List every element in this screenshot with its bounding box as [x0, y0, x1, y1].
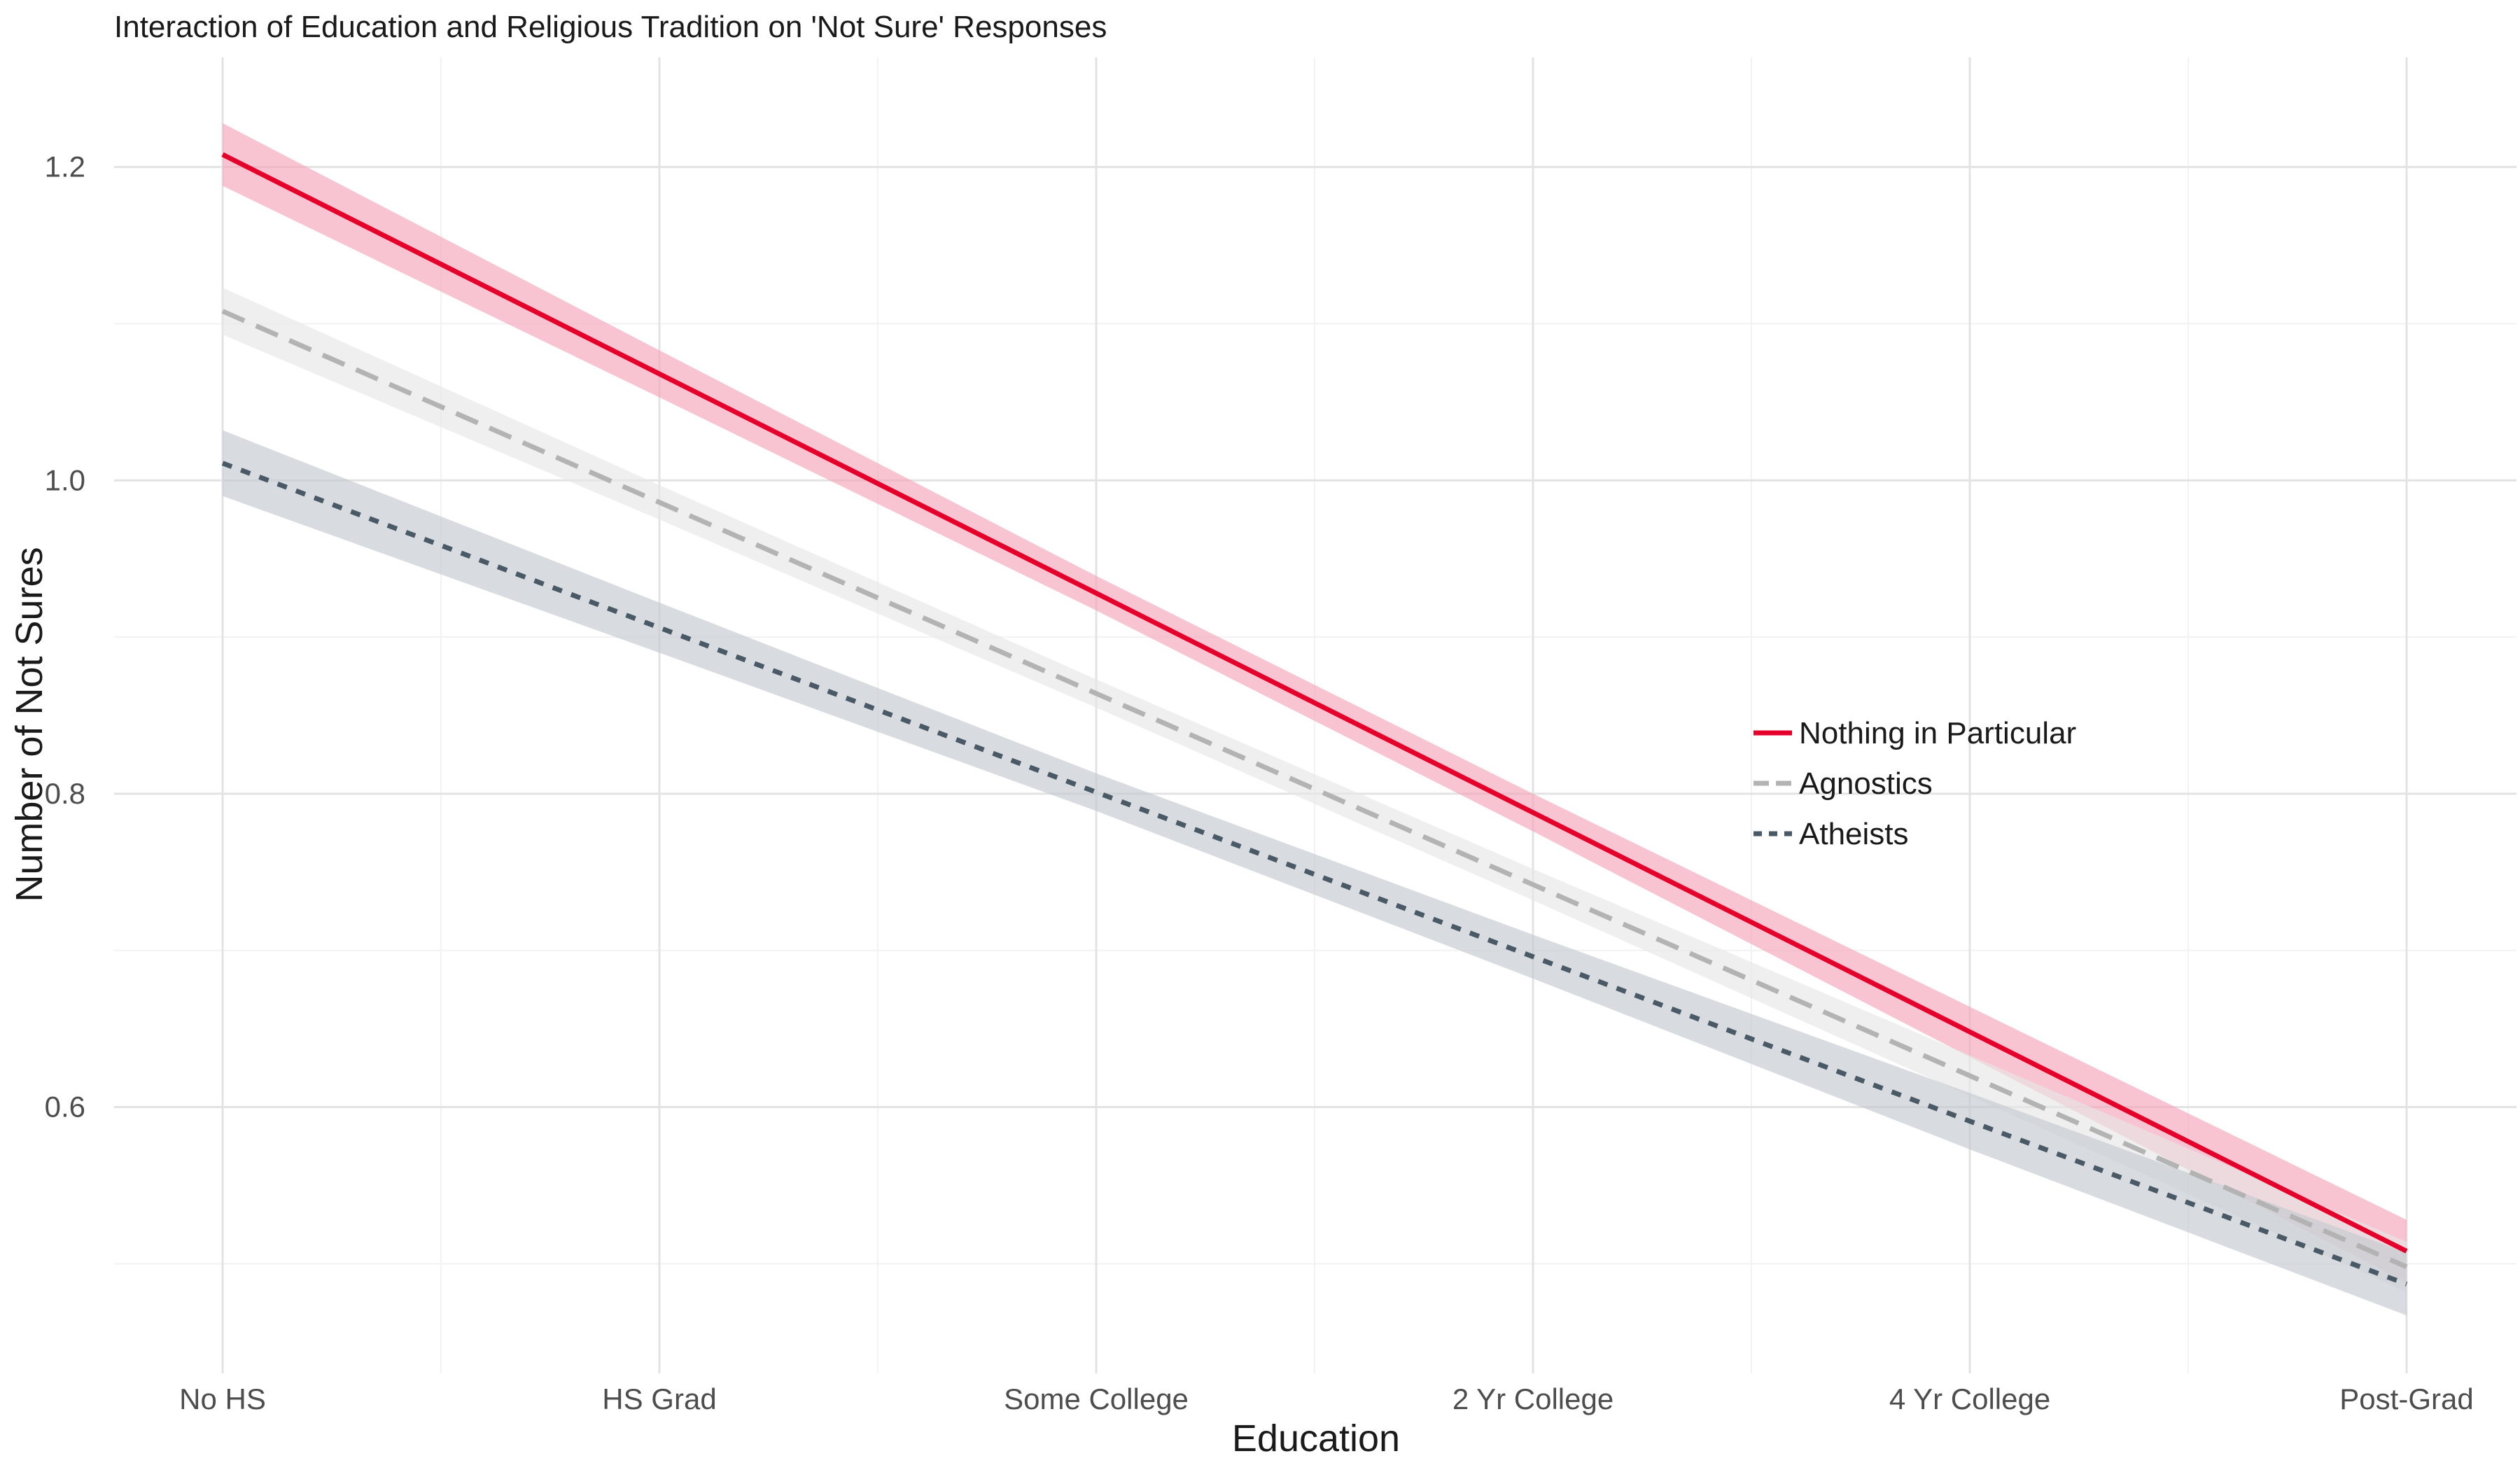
- x-tick-label: No HS: [179, 1382, 266, 1415]
- x-tick-label: Some College: [1004, 1382, 1189, 1415]
- legend: Nothing in Particular Agnostics Atheists: [1754, 716, 2076, 851]
- y-tick-label: 1.2: [45, 150, 85, 183]
- x-axis-label: Education: [1232, 1418, 1400, 1460]
- confidence-band-3: [223, 430, 2407, 1316]
- legend-label: Agnostics: [1799, 766, 1933, 801]
- series-lines: [221, 152, 2408, 1287]
- y-tick-label: 0.8: [45, 777, 85, 810]
- x-tick-label: HS Grad: [602, 1382, 716, 1415]
- y-axis-label: Number of Not Sures: [8, 547, 50, 902]
- legend-label: Nothing in Particular: [1799, 716, 2076, 750]
- legend-item: Nothing in Particular: [1754, 716, 2076, 750]
- confidence-band-2: [223, 288, 2407, 1292]
- series-line-2: [221, 309, 2408, 1270]
- legend-item: Atheists: [1754, 817, 1909, 851]
- grid-major-x: [221, 57, 2408, 1373]
- series-line-1: [221, 152, 2408, 1254]
- y-tick-label: 0.6: [45, 1091, 85, 1124]
- x-tick-labels: No HS HS Grad Some College 2 Yr College 4 Yr…: [179, 1382, 2474, 1415]
- series-line-3: [221, 461, 2408, 1287]
- legend-label: Atheists: [1799, 817, 1909, 851]
- x-tick-label: Post-Grad: [2339, 1382, 2473, 1415]
- y-tick-label: 1.0: [45, 463, 85, 496]
- y-tick-labels: 0.6 0.8 1.0 1.2: [45, 150, 85, 1124]
- legend-item: Agnostics: [1754, 766, 1933, 801]
- chart-title: Interaction of Education and Religious T…: [114, 10, 1107, 44]
- x-tick-label: 4 Yr College: [1889, 1382, 2050, 1415]
- x-tick-label: 2 Yr College: [1452, 1382, 1614, 1415]
